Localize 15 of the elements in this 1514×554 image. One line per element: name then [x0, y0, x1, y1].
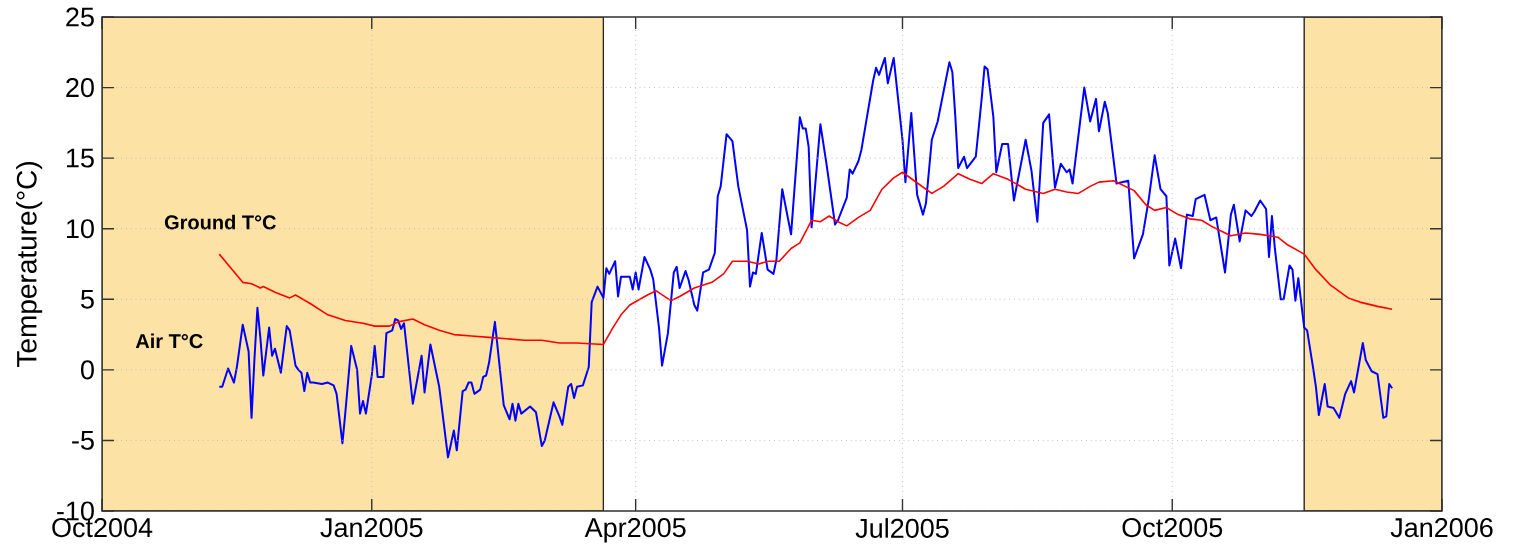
- y-tick-label: 10: [66, 219, 94, 239]
- y-axis-title: Temperature(°C): [16, 162, 43, 368]
- x-tick-label: Jan2005: [320, 518, 423, 538]
- y-tick-label: 20: [66, 78, 94, 98]
- x-tick-label: Apr2005: [584, 518, 686, 543]
- series-label: Ground T°C: [164, 214, 276, 230]
- series-label: Air T°C: [135, 333, 203, 349]
- x-tick-label: Oct2005: [1122, 518, 1223, 538]
- y-tick-label: -5: [72, 431, 94, 450]
- y-tick-label: 15: [66, 148, 94, 168]
- y-tick-label: 25: [66, 7, 94, 27]
- x-tick-label: Jul2005: [855, 518, 949, 538]
- y-tick-label: 0: [81, 360, 94, 380]
- x-tick-label: Jan2006: [1390, 518, 1493, 538]
- y-tick-label: 5: [81, 289, 94, 309]
